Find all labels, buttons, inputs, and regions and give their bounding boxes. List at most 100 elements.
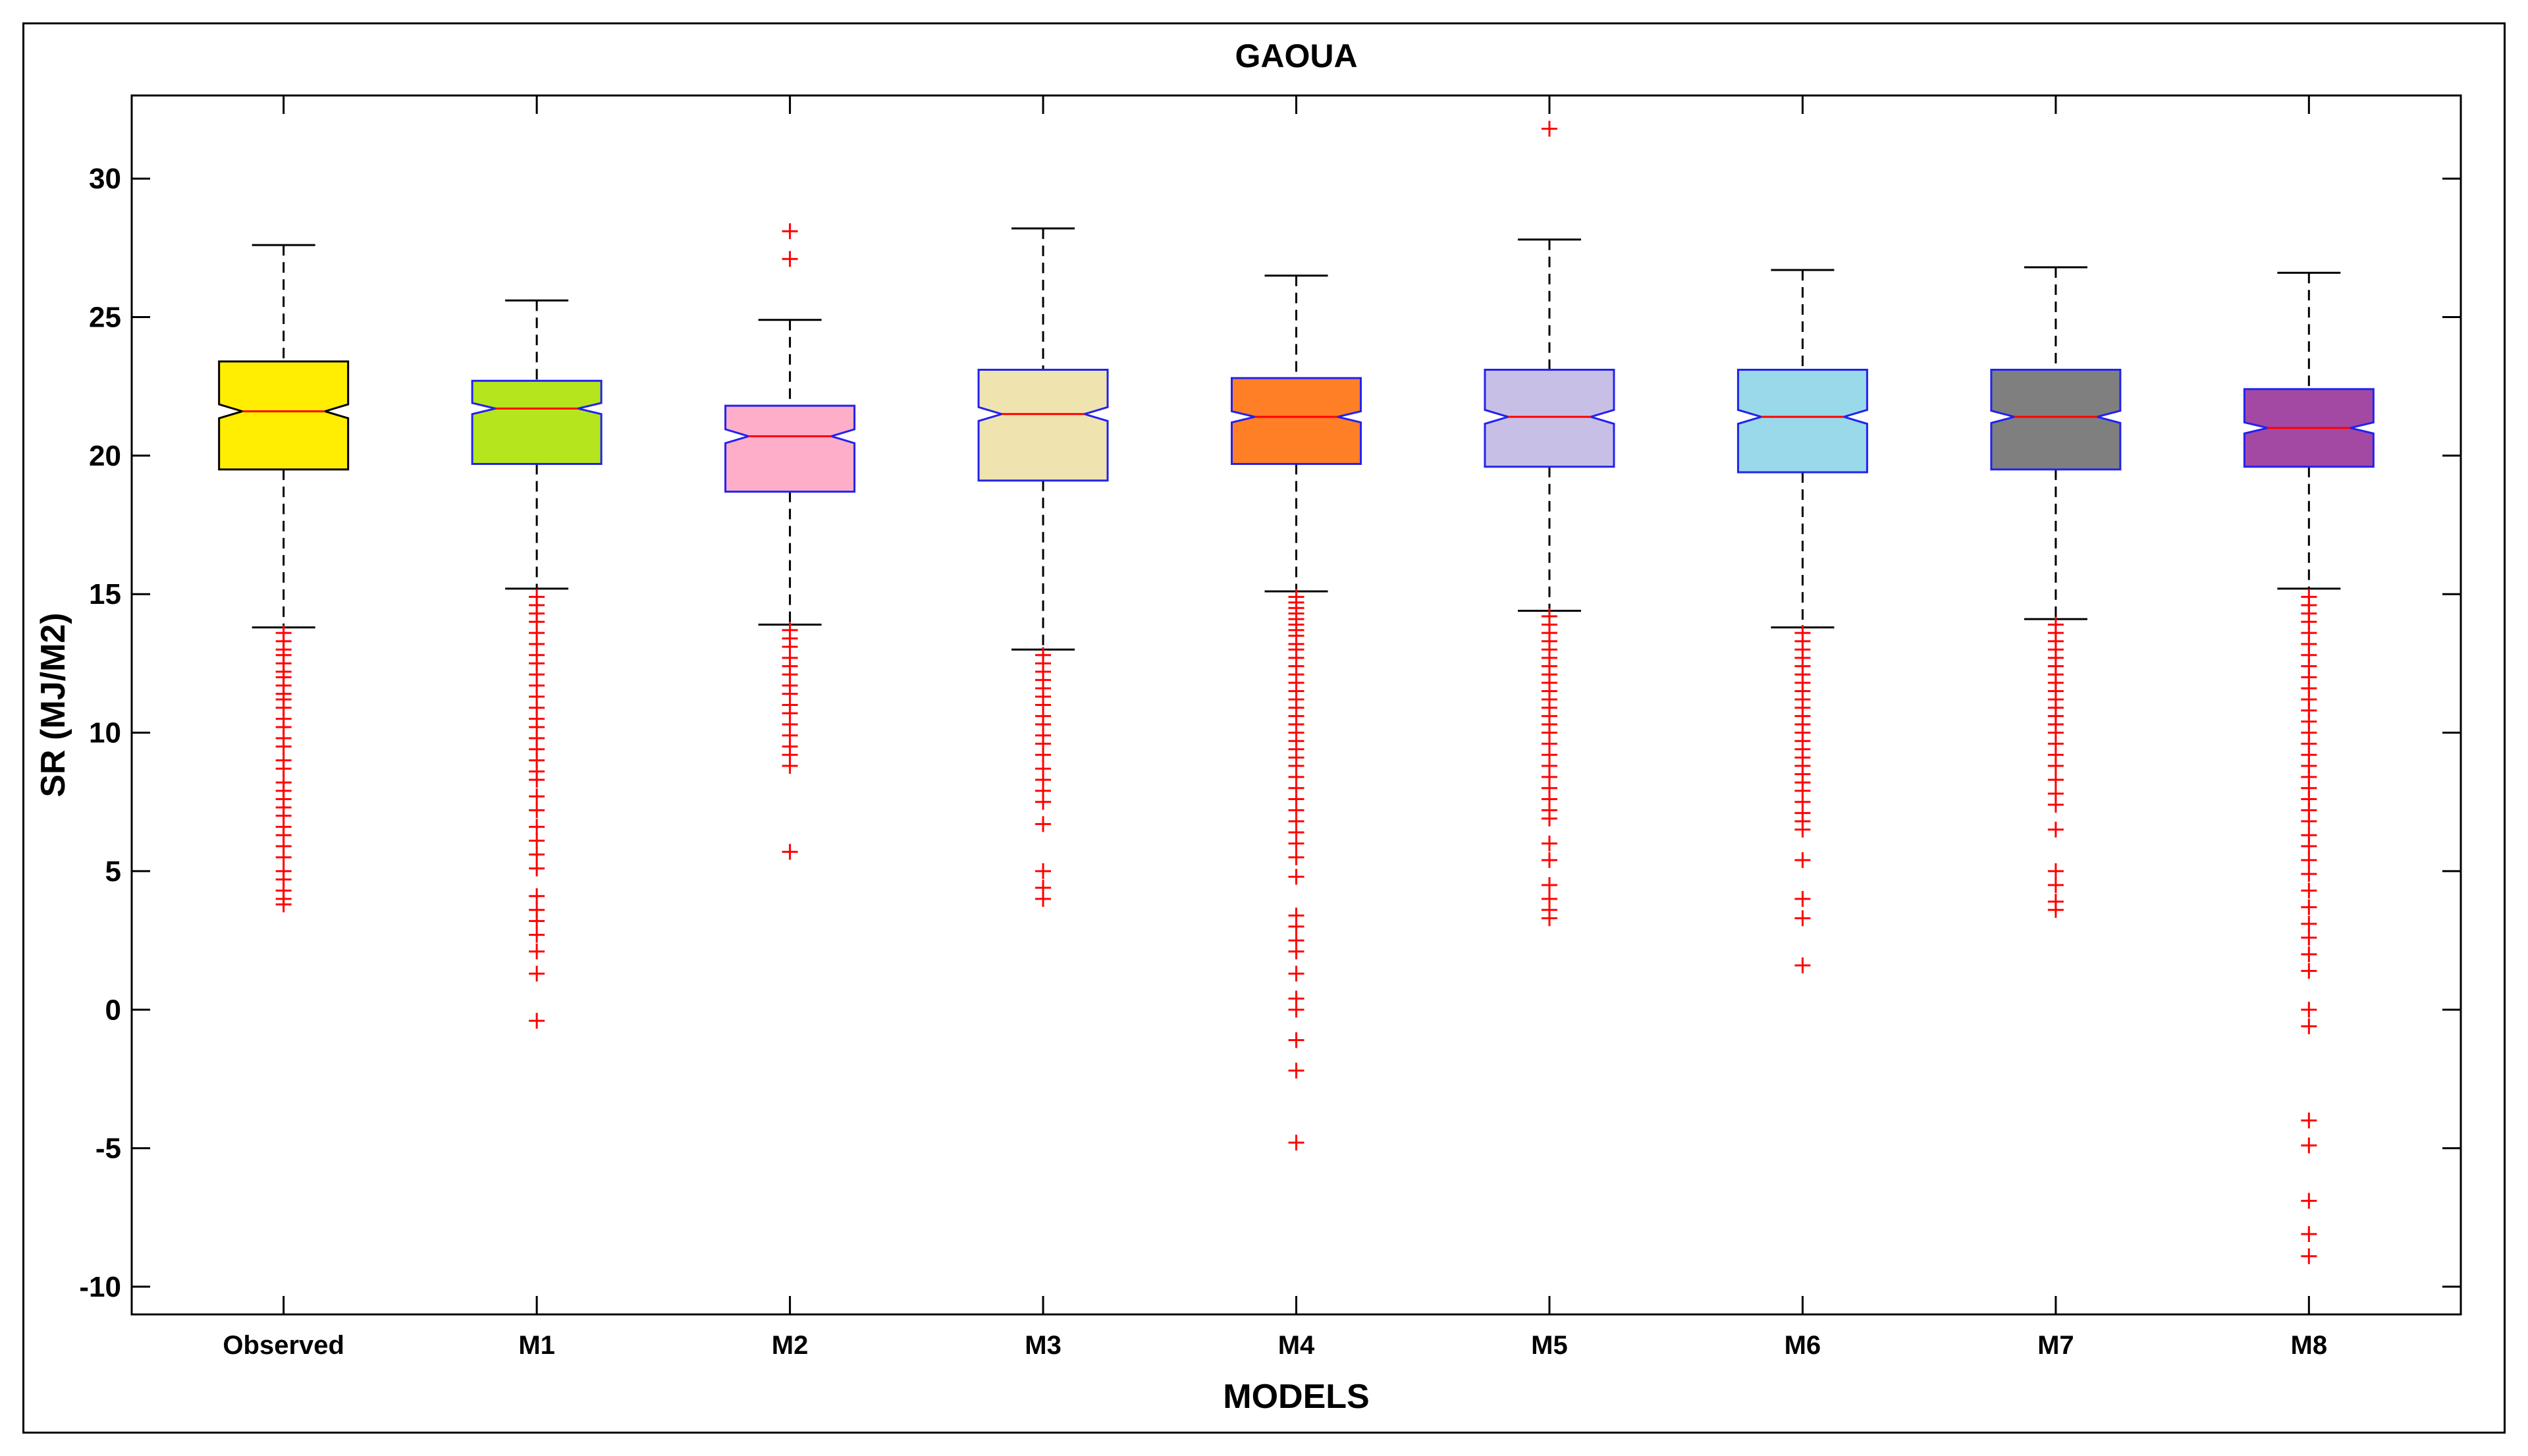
outlier-marker: [1288, 1032, 1304, 1048]
outlier-marker: [529, 913, 545, 929]
outlier-marker: [2301, 1248, 2317, 1264]
outlier-marker: [529, 888, 545, 904]
outlier-marker: [2047, 758, 2064, 774]
x-tick-label: M3: [1025, 1331, 1062, 1360]
outlier-marker: [529, 943, 545, 959]
box-m2: M2: [724, 95, 856, 1360]
y-tick-label: 0: [105, 994, 121, 1026]
y-tick-label: 30: [89, 163, 121, 195]
outlier-marker: [2301, 1112, 2317, 1129]
outlier-marker: [1794, 852, 1811, 869]
box-body: [1231, 377, 1362, 466]
box-m4: M4: [1231, 95, 1362, 1360]
outlier-marker: [1794, 910, 1811, 927]
y-tick-label: 25: [89, 302, 121, 334]
outlier-marker: [529, 965, 545, 982]
box-body: [724, 404, 856, 493]
outlier-marker: [1794, 890, 1811, 907]
outlier-marker: [529, 927, 545, 943]
outlier-marker: [529, 772, 545, 788]
outlier-marker: [1794, 957, 1811, 973]
outlier-marker: [529, 788, 545, 805]
outlier-marker: [2301, 1137, 2317, 1154]
outlier-marker: [275, 761, 292, 777]
box-m1: M1: [471, 95, 603, 1360]
box-body: [218, 360, 350, 471]
outlier-marker: [2047, 863, 2064, 879]
outlier-marker: [529, 1013, 545, 1029]
outlier-marker: [1541, 121, 1557, 137]
x-tick-label: M1: [518, 1331, 555, 1360]
outlier-marker: [2301, 1193, 2317, 1209]
outlier-marker: [2047, 772, 2064, 788]
outlier-marker: [529, 846, 545, 863]
outlier-marker: [1035, 747, 1052, 763]
y-tick-label: -5: [95, 1133, 121, 1165]
y-axis-ticks: 30 25 20 15 10 5 0 -5 -10: [79, 163, 2461, 1303]
outlier-marker: [2301, 838, 2317, 855]
outlier-marker: [529, 819, 545, 835]
box-body: [1484, 368, 1615, 468]
outlier-marker: [1035, 816, 1052, 832]
outlier-marker: [2301, 1002, 2317, 1018]
outlier-marker: [2301, 852, 2317, 869]
outlier-marker: [2301, 866, 2317, 882]
box-body: [1990, 368, 2122, 471]
outlier-marker: [1794, 821, 1811, 838]
figure-frame: [22, 22, 2506, 1434]
x-axis-label: MODELS: [1223, 1378, 1369, 1416]
box-m5: M5: [1484, 95, 1615, 1360]
y-tick-label: -10: [79, 1271, 121, 1303]
outlier-marker: [2301, 929, 2317, 946]
y-tick-label: 10: [89, 717, 121, 749]
y-tick-label: 15: [89, 578, 121, 610]
outlier-marker: [2301, 946, 2317, 963]
x-tick-label: M5: [1531, 1331, 1568, 1360]
y-axis-label: SR (MJ/M2): [34, 612, 72, 797]
outlier-marker: [2301, 963, 2317, 979]
outlier-marker: [1288, 965, 1304, 982]
box-body: [471, 379, 603, 466]
outlier-marker: [2047, 876, 2064, 893]
outlier-marker: [1288, 1135, 1304, 1151]
x-tick-label: M8: [2291, 1331, 2328, 1360]
outlier-marker: [1035, 890, 1052, 907]
outlier-marker: [1288, 849, 1304, 865]
x-tick-label: Observed: [223, 1331, 344, 1360]
outlier-marker: [1541, 910, 1557, 927]
outlier-marker: [2301, 882, 2317, 899]
outlier-marker: [1288, 835, 1304, 851]
outlier-marker: [1288, 869, 1304, 885]
x-tick-label: M6: [1785, 1331, 1821, 1360]
box-series: Observed M1 M2 M3 M4 M5 M6 M7 M8: [218, 95, 2375, 1360]
outlier-marker: [2301, 1018, 2317, 1035]
outlier-marker: [2301, 1226, 2317, 1242]
box-observed: Observed: [218, 95, 350, 1360]
outlier-marker: [782, 758, 798, 774]
outlier-marker: [1288, 919, 1304, 935]
outlier-marker: [1541, 876, 1557, 893]
box-m6: M6: [1736, 95, 1868, 1360]
outlier-marker: [2047, 796, 2064, 813]
outlier-marker: [2301, 813, 2317, 830]
box-body: [977, 368, 1109, 482]
outlier-marker: [1035, 863, 1052, 879]
box-m8: M8: [2243, 95, 2375, 1360]
x-tick-label: M4: [1278, 1331, 1315, 1360]
outlier-marker: [529, 860, 545, 876]
outlier-marker: [529, 802, 545, 819]
box-body: [1736, 368, 1868, 473]
outlier-marker: [782, 223, 798, 240]
outlier-marker: [1541, 852, 1557, 869]
y-tick-label: 20: [89, 440, 121, 472]
outlier-marker: [275, 849, 292, 865]
chart-title: GAOUA: [1235, 38, 1357, 74]
outlier-marker: [782, 844, 798, 860]
outlier-marker: [2301, 899, 2317, 915]
outlier-marker: [2047, 821, 2064, 838]
outlier-marker: [1288, 1062, 1304, 1079]
outlier-marker: [275, 896, 292, 913]
outlier-marker: [1288, 1002, 1304, 1018]
outlier-marker: [1288, 943, 1304, 959]
